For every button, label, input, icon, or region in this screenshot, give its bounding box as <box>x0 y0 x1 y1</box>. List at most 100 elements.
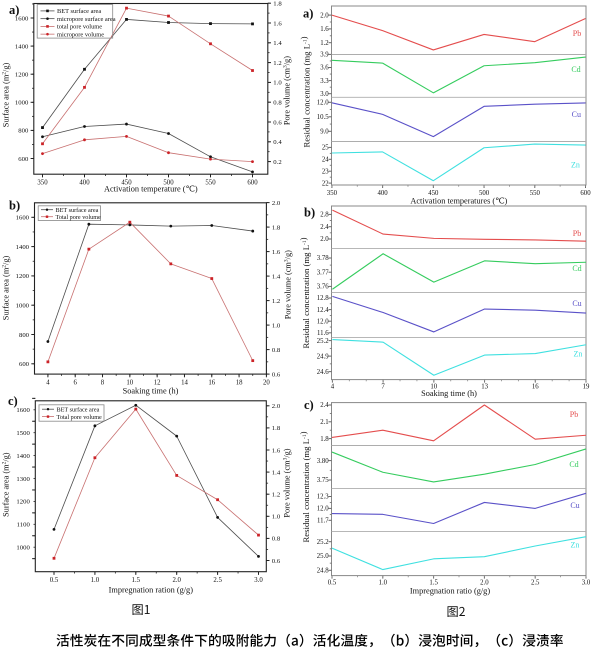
svg-text:0.8: 0.8 <box>272 536 281 543</box>
svg-text:Soaking time (h): Soaking time (h) <box>421 389 477 398</box>
svg-text:1.5: 1.5 <box>429 579 438 586</box>
svg-text:0.6: 0.6 <box>272 558 281 565</box>
svg-text:1.6: 1.6 <box>272 249 281 256</box>
svg-text:2.1: 2.1 <box>320 419 329 426</box>
svg-text:12.4: 12.4 <box>317 307 329 314</box>
svg-text:1.8: 1.8 <box>273 1 282 8</box>
svg-text:3.0: 3.0 <box>582 579 591 586</box>
svg-text:0.8: 0.8 <box>272 347 281 354</box>
svg-text:c): c) <box>304 398 314 412</box>
svg-text:1600: 1600 <box>16 215 30 222</box>
svg-text:800: 800 <box>18 128 29 135</box>
svg-text:4: 4 <box>46 380 50 387</box>
svg-text:450: 450 <box>121 180 132 187</box>
svg-text:2.0: 2.0 <box>172 577 181 584</box>
svg-text:24.6: 24.6 <box>317 369 329 376</box>
svg-text:18: 18 <box>236 380 243 387</box>
svg-text:2.0: 2.0 <box>480 579 489 586</box>
svg-text:600: 600 <box>580 190 591 197</box>
svg-text:8: 8 <box>101 380 105 387</box>
svg-text:0.8: 0.8 <box>273 100 282 107</box>
svg-text:2.0: 2.0 <box>320 236 329 243</box>
svg-text:10: 10 <box>430 383 437 390</box>
svg-text:total pore volume: total pore volume <box>57 24 102 31</box>
svg-text:12: 12 <box>154 380 161 387</box>
svg-text:BET surface area: BET surface area <box>57 8 101 15</box>
svg-text:13: 13 <box>481 383 488 390</box>
svg-text:25.0: 25.0 <box>317 553 329 560</box>
svg-text:3.80: 3.80 <box>317 458 329 465</box>
svg-text:500: 500 <box>163 180 174 187</box>
svg-text:2.5: 2.5 <box>531 579 540 586</box>
svg-text:1.8: 1.8 <box>320 436 329 443</box>
svg-text:12.0: 12.0 <box>317 318 329 325</box>
svg-text:350: 350 <box>37 180 48 187</box>
svg-text:12.0: 12.0 <box>317 506 329 513</box>
svg-text:3.78: 3.78 <box>317 255 329 262</box>
svg-text:1.0: 1.0 <box>91 577 100 584</box>
svg-text:400: 400 <box>79 180 90 187</box>
svg-text:3.76: 3.76 <box>317 284 329 291</box>
svg-text:25.2: 25.2 <box>317 539 329 546</box>
svg-text:16: 16 <box>208 380 215 387</box>
svg-text:Impregnation ratio (g/g): Impregnation ratio (g/g) <box>410 587 490 596</box>
svg-text:1.5: 1.5 <box>132 577 141 584</box>
svg-text:1500: 1500 <box>16 430 30 437</box>
svg-text:micropore surface area: micropore surface area <box>57 16 116 23</box>
svg-text:1000: 1000 <box>16 303 30 310</box>
svg-text:1300: 1300 <box>16 476 30 483</box>
svg-text:4: 4 <box>331 383 335 390</box>
svg-text:1200: 1200 <box>16 273 30 280</box>
svg-text:3.3: 3.3 <box>320 78 329 85</box>
svg-text:1200: 1200 <box>16 499 30 506</box>
svg-text:3.9: 3.9 <box>320 52 329 59</box>
svg-text:2.0: 2.0 <box>320 12 329 19</box>
svg-text:22: 22 <box>322 180 329 187</box>
svg-text:23: 23 <box>322 168 329 175</box>
svg-text:1.2: 1.2 <box>272 492 280 499</box>
svg-text:Pore volume (cm3/g): Pore volume (cm3/g) <box>284 250 293 319</box>
svg-text:24.9: 24.9 <box>317 353 329 360</box>
svg-text:1.6: 1.6 <box>273 20 282 27</box>
svg-text:0.6: 0.6 <box>273 119 282 126</box>
svg-text:1200: 1200 <box>15 72 29 79</box>
svg-text:Activation temperature (℃): Activation temperature (℃) <box>104 185 198 194</box>
svg-text:2.5: 2.5 <box>213 577 222 584</box>
svg-text:10.5: 10.5 <box>317 114 329 121</box>
svg-text:550: 550 <box>205 180 216 187</box>
svg-text:Pore volume (cm3/g): Pore volume (cm3/g) <box>283 56 292 125</box>
svg-text:Cu: Cu <box>572 110 581 119</box>
svg-text:Zn: Zn <box>571 541 580 550</box>
svg-text:2.8: 2.8 <box>320 212 329 219</box>
svg-text:0.2: 0.2 <box>273 159 281 166</box>
svg-text:micropore volume: micropore volume <box>57 31 104 38</box>
svg-text:1100: 1100 <box>17 522 31 529</box>
svg-text:BET surface area: BET surface area <box>57 406 100 413</box>
svg-text:11.7: 11.7 <box>317 518 329 525</box>
svg-text:1600: 1600 <box>15 15 29 22</box>
svg-text:12.8: 12.8 <box>317 295 329 302</box>
svg-text:24: 24 <box>322 157 329 164</box>
svg-text:6: 6 <box>73 380 77 387</box>
svg-text:Impregnation ration (g/g): Impregnation ration (g/g) <box>109 586 194 595</box>
svg-text:25: 25 <box>322 145 329 152</box>
svg-text:800: 800 <box>19 332 30 339</box>
svg-text:550: 550 <box>530 190 541 197</box>
svg-text:c): c) <box>8 394 18 408</box>
svg-text:Total pore volume: Total pore volume <box>57 414 103 421</box>
svg-text:7: 7 <box>381 383 385 390</box>
svg-text:Surface area (m2/g): Surface area (m2/g) <box>2 256 11 321</box>
svg-text:0.4: 0.4 <box>273 139 282 146</box>
svg-text:b): b) <box>9 199 20 213</box>
svg-text:Cd: Cd <box>569 460 578 469</box>
svg-text:Total pore volume: Total pore volume <box>56 214 102 221</box>
svg-text:11.6: 11.6 <box>317 330 329 337</box>
svg-text:Residual concentration (mg L-1: Residual concentration (mg L-1) <box>299 36 312 147</box>
svg-text:0.5: 0.5 <box>328 579 337 586</box>
svg-text:400: 400 <box>377 190 388 197</box>
svg-text:Cu: Cu <box>572 299 581 308</box>
svg-text:0.5: 0.5 <box>50 577 59 584</box>
svg-text:Pb: Pb <box>573 29 581 38</box>
svg-text:Zn: Zn <box>571 160 580 169</box>
svg-text:1.4: 1.4 <box>273 40 282 47</box>
